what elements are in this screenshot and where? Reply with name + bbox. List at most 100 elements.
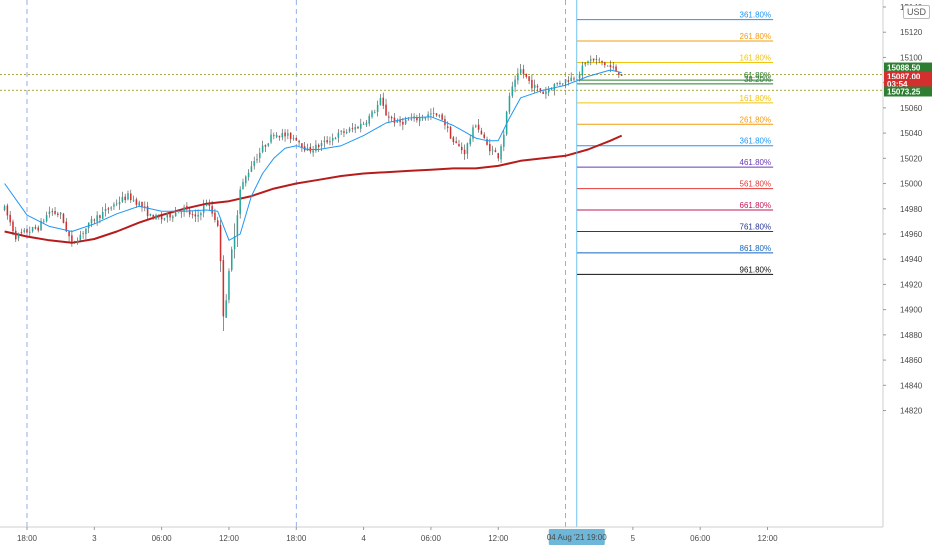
candle-body: [584, 62, 586, 65]
candle-body: [264, 145, 267, 147]
x-tick-label: 5: [631, 534, 636, 543]
candle-body: [326, 140, 328, 143]
candle-body: [480, 130, 483, 135]
candle-body: [180, 212, 183, 214]
candle-body: [118, 202, 121, 205]
ema-slow: [4, 134, 623, 244]
candle-body: [427, 114, 429, 118]
cursor-time-badge: [548, 529, 605, 545]
fib-level-label: 761.80%: [740, 222, 772, 231]
candle-body: [247, 172, 250, 178]
ema-slow-line: [4, 134, 623, 244]
candle-body: [141, 201, 143, 208]
y-tick-label: 14880: [900, 331, 923, 340]
candle-body: [152, 214, 154, 220]
price-tag: [884, 62, 932, 73]
candle-body: [348, 128, 351, 132]
candle-body: [491, 149, 494, 151]
candle-body: [547, 89, 550, 93]
candle-body: [340, 131, 342, 132]
candle-body: [606, 65, 609, 67]
candle-body: [545, 91, 547, 95]
fib-level-label: 361.80%: [740, 137, 772, 146]
candle-body: [26, 229, 28, 233]
candle-body: [20, 232, 23, 234]
candle-body: [399, 119, 401, 123]
candle-body: [587, 61, 589, 63]
candle-body: [110, 207, 112, 209]
candle-body: [23, 230, 25, 232]
candle-body: [334, 137, 337, 140]
candle-body: [124, 196, 126, 201]
candle-body: [242, 182, 244, 190]
candle-body: [45, 215, 48, 222]
fib-levels: 361.80% 261.80% 161.80% 61.80%38.20% 161.80%…: [576, 11, 774, 275]
fib-level-label: 161.80%: [740, 53, 772, 62]
candle-body: [48, 211, 51, 215]
candle-body: [54, 211, 56, 214]
candle-body: [99, 215, 101, 219]
candle-body: [65, 221, 68, 232]
currency-badge[interactable]: USD: [903, 5, 931, 19]
candle-body: [138, 202, 140, 206]
y-tick-label: 15100: [900, 53, 923, 62]
candle-body: [239, 189, 241, 215]
candle-body: [295, 137, 298, 141]
fib-level-label: 161.80%: [740, 94, 772, 103]
candle-body: [511, 86, 514, 96]
candle-body: [273, 135, 275, 137]
price-tag: [884, 78, 932, 89]
candle-body: [261, 145, 264, 153]
candle-body: [486, 139, 488, 145]
candle-body: [382, 97, 385, 106]
candle-body: [320, 143, 323, 147]
candle-body: [169, 213, 171, 218]
candle-body: [519, 69, 522, 74]
cursor-time-label: 04 Aug '21 19:00: [547, 533, 607, 542]
x-tick-label: 12:00: [758, 534, 779, 543]
candle-body: [233, 236, 236, 250]
fib-level-label: 861.80%: [740, 244, 772, 253]
candle-body: [390, 117, 393, 119]
y-tick-label: 14960: [900, 230, 923, 239]
candle-body: [483, 134, 485, 139]
candle-body: [87, 222, 90, 229]
dotted-levels: [0, 74, 883, 91]
x-tick-label: 12:00: [488, 534, 509, 543]
candle-body: [489, 144, 491, 152]
candle-body: [533, 84, 536, 89]
ema-fast-line: [4, 69, 622, 241]
y-tick-label: 14980: [900, 205, 923, 214]
candle-body: [573, 78, 575, 80]
x-tick-label: 3: [92, 534, 97, 543]
candle-body: [379, 98, 382, 105]
fib-level-label: 361.80%: [740, 11, 772, 20]
candle-body: [245, 176, 247, 184]
candle-body: [174, 212, 177, 217]
candle-body: [115, 203, 118, 205]
candle-body: [312, 150, 314, 153]
fib-level-label: 261.80%: [740, 115, 772, 124]
candle-body: [517, 73, 519, 81]
candle-body: [163, 218, 166, 220]
candle-body: [259, 152, 261, 159]
candle-body: [284, 132, 286, 137]
candle-body: [17, 233, 20, 239]
candle-body: [503, 134, 505, 147]
candle-body: [113, 204, 115, 207]
candle-body: [29, 231, 31, 233]
x-tick-label: 18:00: [286, 534, 307, 543]
fib-level-label: 461.80%: [740, 158, 772, 167]
price-tag-label: 15073.25: [887, 87, 921, 96]
candle-body: [96, 215, 98, 222]
candle-body: [472, 127, 474, 139]
candle-body: [466, 143, 469, 154]
candle-body: [331, 138, 334, 141]
candle-body: [76, 240, 79, 244]
candle-body: [79, 234, 82, 241]
candle-body: [186, 205, 188, 210]
candle-body: [564, 79, 567, 84]
candle-body: [452, 137, 455, 143]
